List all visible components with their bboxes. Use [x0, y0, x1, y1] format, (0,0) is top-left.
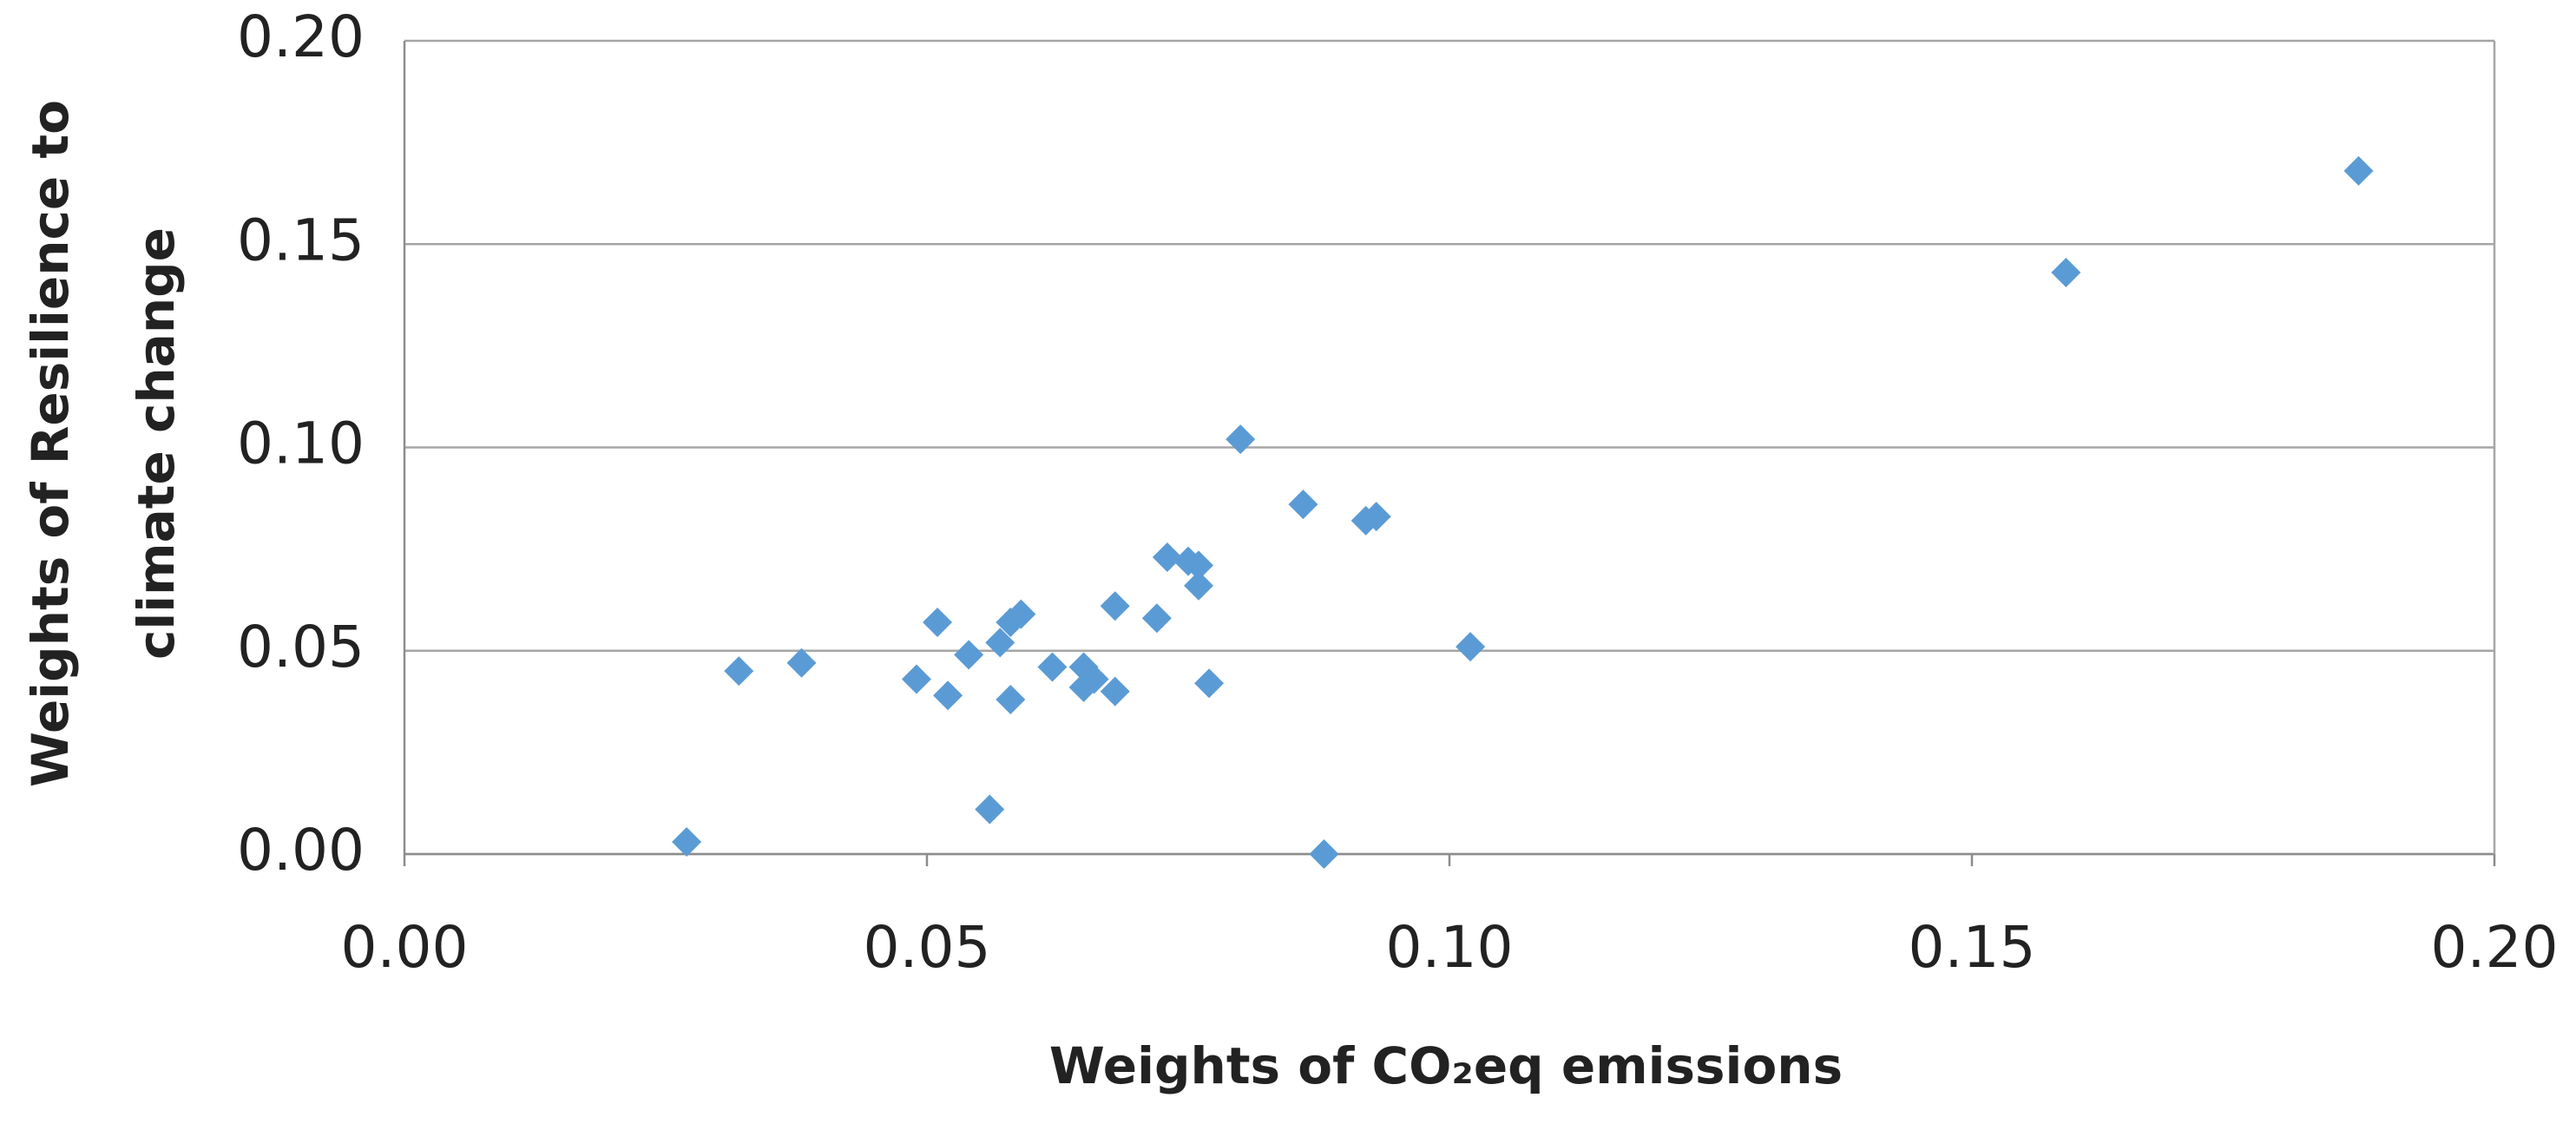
- y-tick-label: 0.15: [237, 207, 365, 273]
- point: [996, 684, 1026, 714]
- y-tick-label: 0.05: [237, 614, 365, 680]
- y-tick-label: 0.20: [237, 3, 365, 70]
- point: [923, 607, 953, 637]
- x-tick-label: 0.10: [1386, 914, 1514, 981]
- point: [786, 647, 817, 678]
- point: [1100, 676, 1130, 707]
- point: [672, 826, 702, 857]
- point: [1079, 664, 1109, 694]
- point: [1006, 599, 1036, 629]
- point: [1361, 502, 1391, 532]
- point: [985, 628, 1015, 658]
- y-axis-label: climate change: [127, 227, 186, 660]
- point: [1184, 550, 1214, 581]
- point: [933, 680, 963, 711]
- point: [1141, 603, 1172, 634]
- y-tick-label: 0.00: [237, 817, 365, 884]
- x-tick-label: 0.15: [1909, 914, 2036, 981]
- point: [1037, 652, 1068, 682]
- point: [1100, 591, 1130, 621]
- point: [975, 794, 1005, 825]
- x-tick-label: 0.05: [864, 914, 991, 981]
- point: [1288, 490, 1318, 520]
- point: [1456, 632, 1486, 662]
- point: [2051, 258, 2081, 288]
- x-tick-label: 0.00: [341, 914, 469, 981]
- point: [2343, 155, 2374, 186]
- point: [954, 640, 984, 670]
- point: [724, 656, 754, 687]
- point: [1184, 570, 1214, 601]
- point: [901, 664, 931, 694]
- x-tick-label: 0.20: [2431, 914, 2559, 981]
- point: [1309, 839, 1339, 869]
- y-axis-label: Weights of Resilience to: [21, 100, 80, 787]
- point: [1194, 668, 1225, 699]
- x-axis-label: Weights of CO₂eq emissions: [1049, 1036, 1843, 1095]
- y-tick-label: 0.10: [237, 411, 365, 477]
- point: [1152, 542, 1182, 572]
- point: [1226, 424, 1256, 455]
